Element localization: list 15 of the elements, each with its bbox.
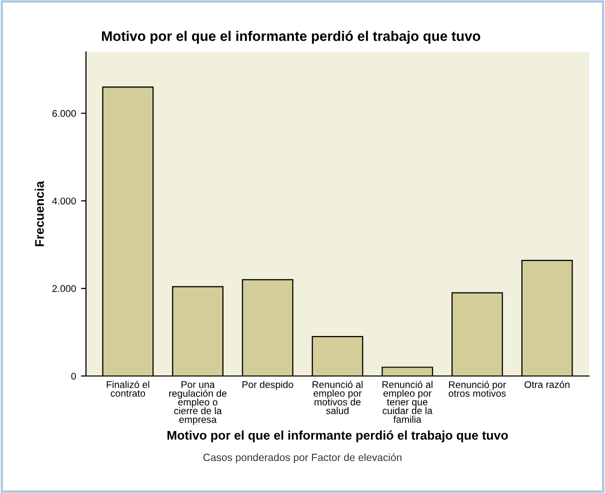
x-tick-label: Renunció al empleo por tener que cuidar de la familia	[382, 380, 432, 423]
x-tick-label: Por una regulación de empleo o cierre de la empresa	[169, 381, 227, 425]
chart-title: Motivo por el que el informante perdió el trabajo que tuvo	[102, 30, 480, 44]
x-tick-label: Renunció por otros motivos	[448, 380, 506, 397]
y-tick-label: 0	[71, 372, 76, 380]
y-axis-title: Frecuencia	[34, 180, 44, 246]
x-tick-label: Finalizó el contrato	[106, 380, 150, 397]
x-tick-label: Por despido	[242, 380, 294, 390]
x-tick-label: Renunció al empleo por motivos de salud	[312, 380, 363, 414]
x-tick-label: Otra razón	[524, 380, 570, 388]
y-tick-label: 2.000	[52, 285, 76, 292]
text: Casos ponderados por Factor de elevación	[203, 453, 402, 464]
y-tick-label: 4.000	[52, 198, 76, 204]
y-tick-label: 6.000	[52, 110, 76, 117]
x-axis-title: Motivo por el que el informante perdió el trabajo que tuvo	[168, 430, 508, 442]
